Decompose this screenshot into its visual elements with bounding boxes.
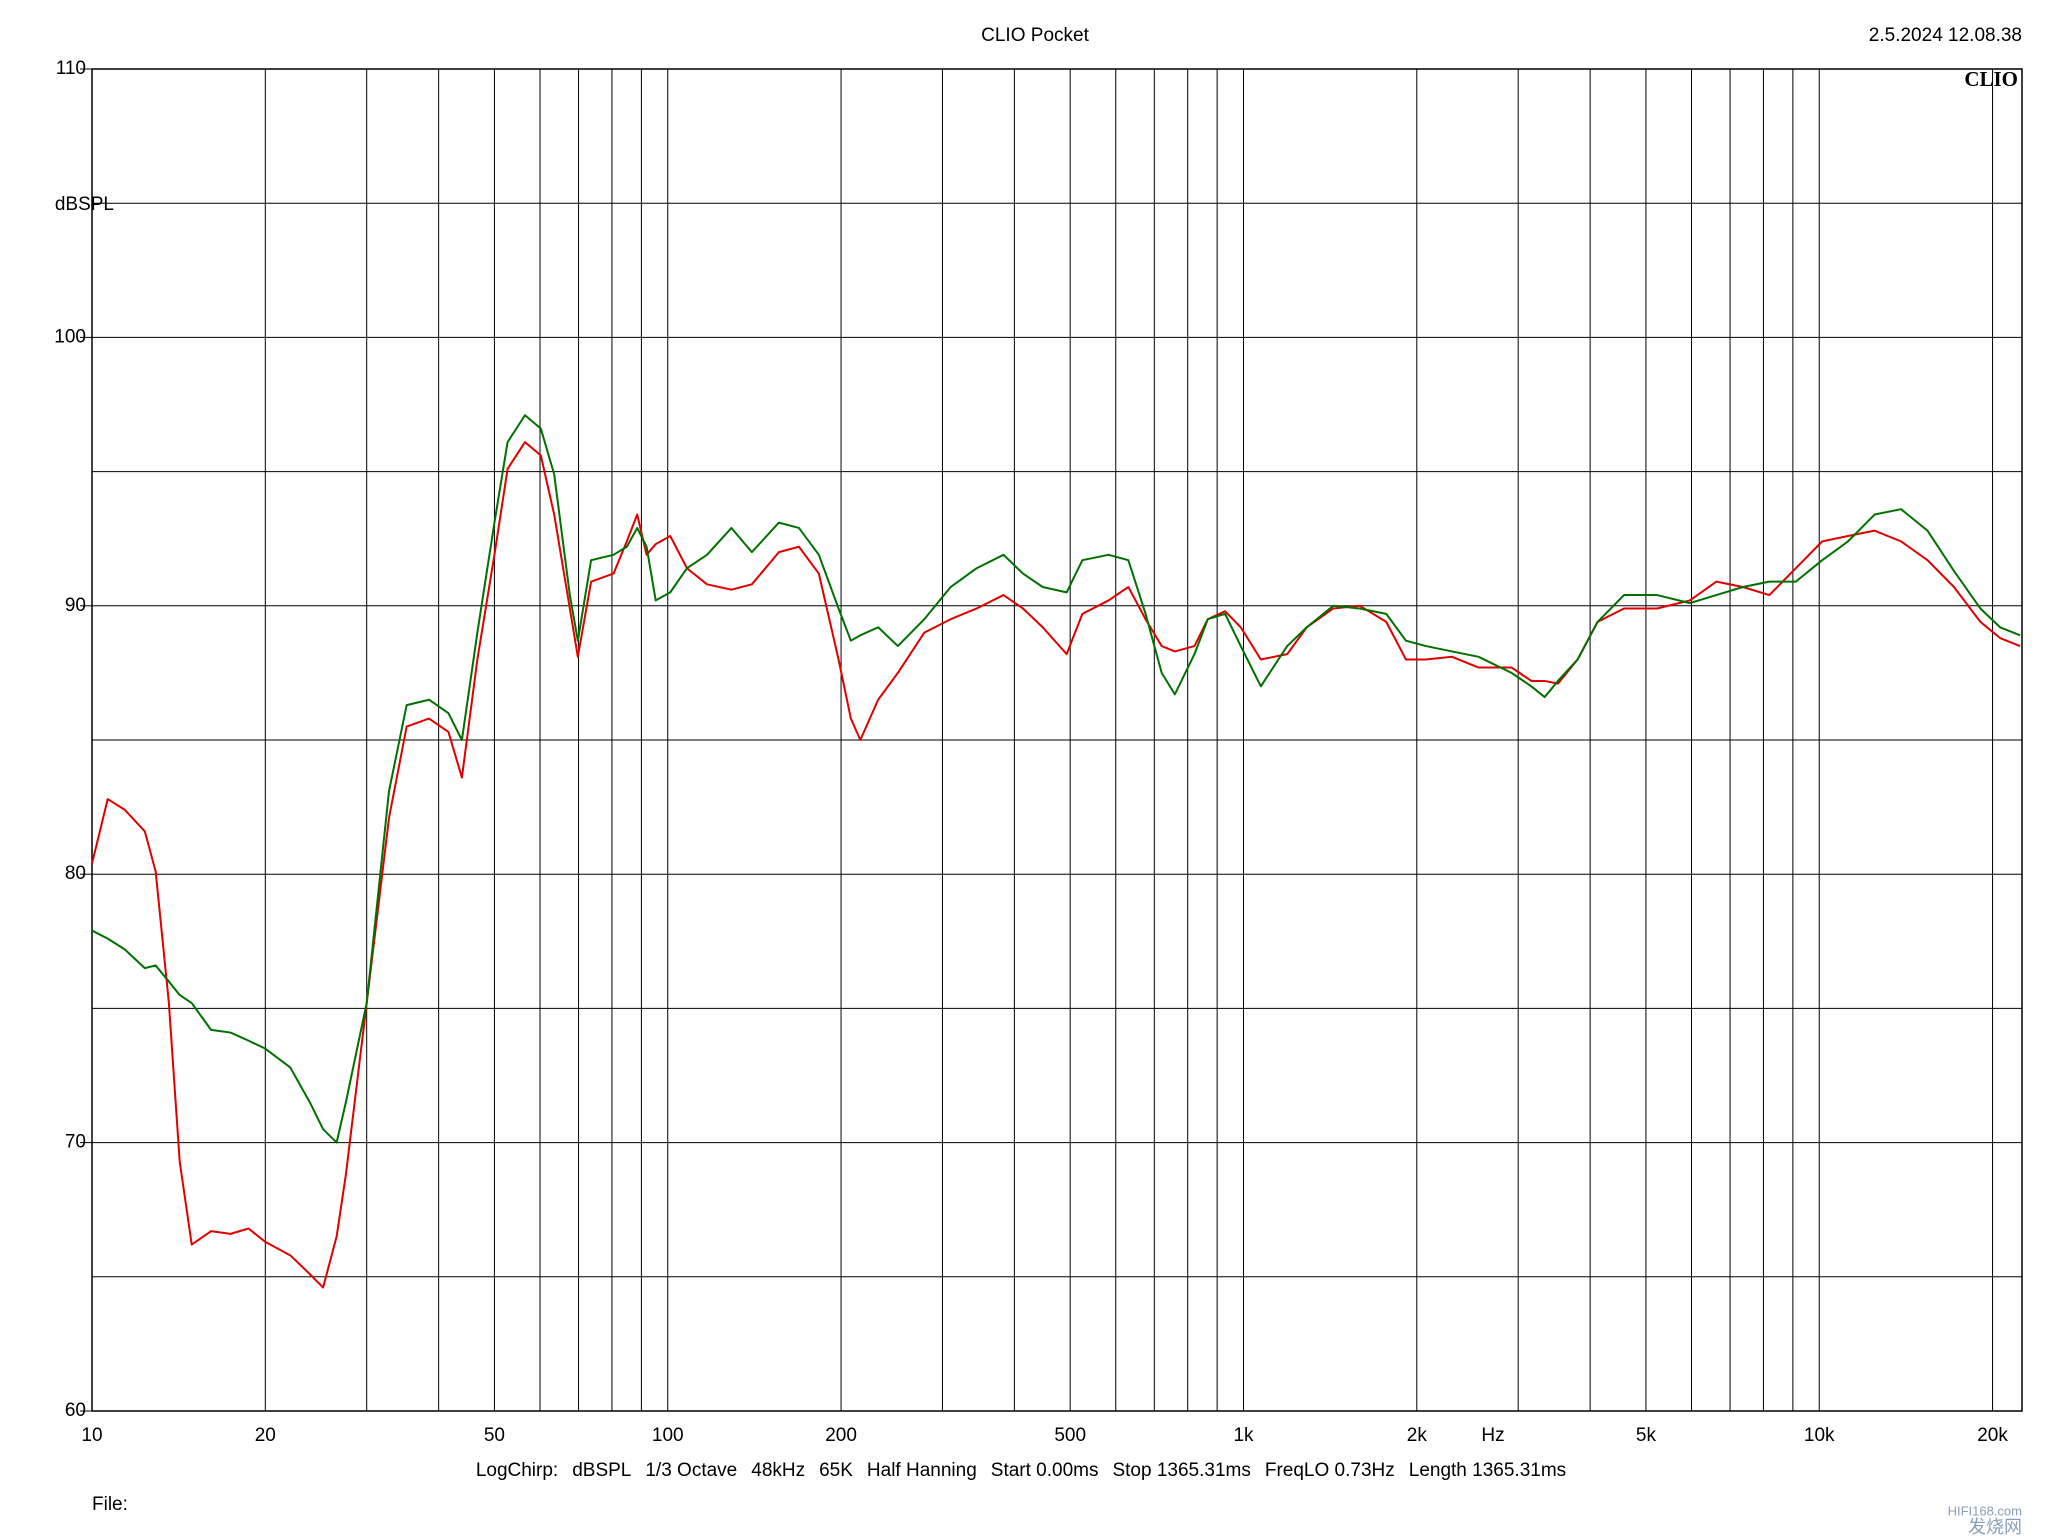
x-tick-label: 20k — [1977, 1425, 2008, 1446]
data-line — [91, 414, 2021, 1144]
y-tick-label: 90 — [65, 595, 86, 616]
x-tick-label: 10 — [81, 1425, 102, 1446]
footer-item: LogChirp: — [476, 1460, 558, 1481]
footer-item: Start 0.00ms — [991, 1460, 1099, 1481]
footer-item: Length 1365.31ms — [1409, 1460, 1566, 1481]
y-tick-label: 100 — [54, 326, 86, 347]
chart-title: CLIO Pocket — [981, 25, 1089, 46]
x-tick-label: 10k — [1804, 1425, 1835, 1446]
footer-item: 65K — [819, 1460, 853, 1481]
x-tick-label: 50 — [484, 1425, 505, 1446]
footer: LogChirp: dBSPL 1/3 Octave 48kHz 65K Half Han… — [476, 1460, 1566, 1481]
timestamp: 2.5.2024 12.08.38 — [1869, 25, 2022, 46]
footer-item: FreqLO 0.73Hz — [1265, 1460, 1395, 1481]
x-tick-label: 2k — [1407, 1425, 1428, 1446]
x-tick-label: 200 — [825, 1425, 857, 1446]
watermark: 发烧网 — [1968, 1517, 2022, 1536]
footer-item: 48kHz — [751, 1460, 805, 1481]
footer-item: Stop 1365.31ms — [1112, 1460, 1250, 1481]
plot-frame — [91, 68, 2023, 1412]
logo: CLIO — [1964, 67, 2018, 91]
x-tick-label: 5k — [1636, 1425, 1657, 1446]
footer-item: dBSPL — [572, 1460, 631, 1481]
x-tick-label: 20 — [255, 1425, 276, 1446]
x-tick-label: 500 — [1054, 1425, 1086, 1446]
x-tick-label: 100 — [652, 1425, 684, 1446]
x-axis-label: Hz — [1481, 1425, 1504, 1446]
y-tick-label: 110 — [56, 58, 86, 79]
y-tick-label: 60 — [65, 1400, 86, 1421]
y-tick-label: 70 — [65, 1132, 86, 1153]
file-label: File: — [92, 1494, 128, 1515]
x-tick-label: 1k — [1233, 1425, 1254, 1446]
footer-item: Half Hanning — [867, 1460, 977, 1481]
y-axis-label: dBSPL — [55, 194, 114, 215]
footer-item: 1/3 Octave — [645, 1460, 737, 1481]
watermark: HIFI168.com — [1948, 1503, 2022, 1518]
y-tick-label: 80 — [65, 863, 86, 884]
